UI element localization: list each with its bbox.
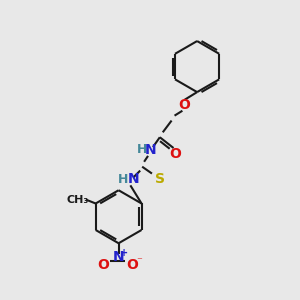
Text: O: O [178,98,190,112]
Text: ⁻: ⁻ [136,256,142,266]
Text: S: S [155,172,165,186]
Text: N: N [113,250,124,264]
Text: O: O [97,258,109,272]
Text: N: N [145,143,157,157]
Text: O: O [169,147,181,161]
Text: O: O [126,258,138,272]
Text: CH₃: CH₃ [67,195,89,205]
Text: +: + [120,248,128,258]
Text: H: H [118,173,129,186]
Text: N: N [128,172,139,186]
Text: H: H [137,143,147,157]
